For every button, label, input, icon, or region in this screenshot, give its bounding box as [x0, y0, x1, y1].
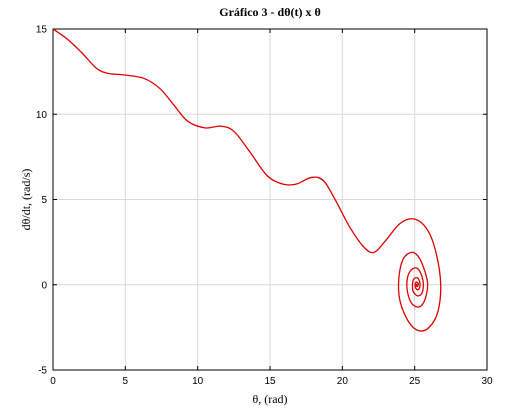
x-axis-label: θ, (rad)	[252, 392, 287, 406]
chart-title: Gráfico 3 - dθ(t) x θ	[219, 5, 321, 19]
y-tick-label: 5	[41, 195, 47, 206]
x-tick-label: 15	[264, 376, 276, 387]
y-tick-label: 15	[36, 25, 48, 36]
x-tick-label: 5	[123, 376, 129, 387]
x-tick-label: 10	[192, 376, 204, 387]
y-axis-label: dθ/dt, (rad/s)	[19, 169, 33, 231]
x-tick-label: 25	[409, 376, 421, 387]
grid	[53, 29, 487, 370]
x-tick-label: 0	[50, 376, 56, 387]
x-tick-label: 20	[337, 376, 349, 387]
series-line	[53, 29, 441, 331]
y-tick-label: 10	[36, 110, 48, 121]
series-group	[53, 29, 441, 331]
x-tick-label: 30	[481, 376, 493, 387]
y-tick-label: 0	[41, 280, 47, 291]
y-tick-label: -5	[38, 366, 47, 377]
